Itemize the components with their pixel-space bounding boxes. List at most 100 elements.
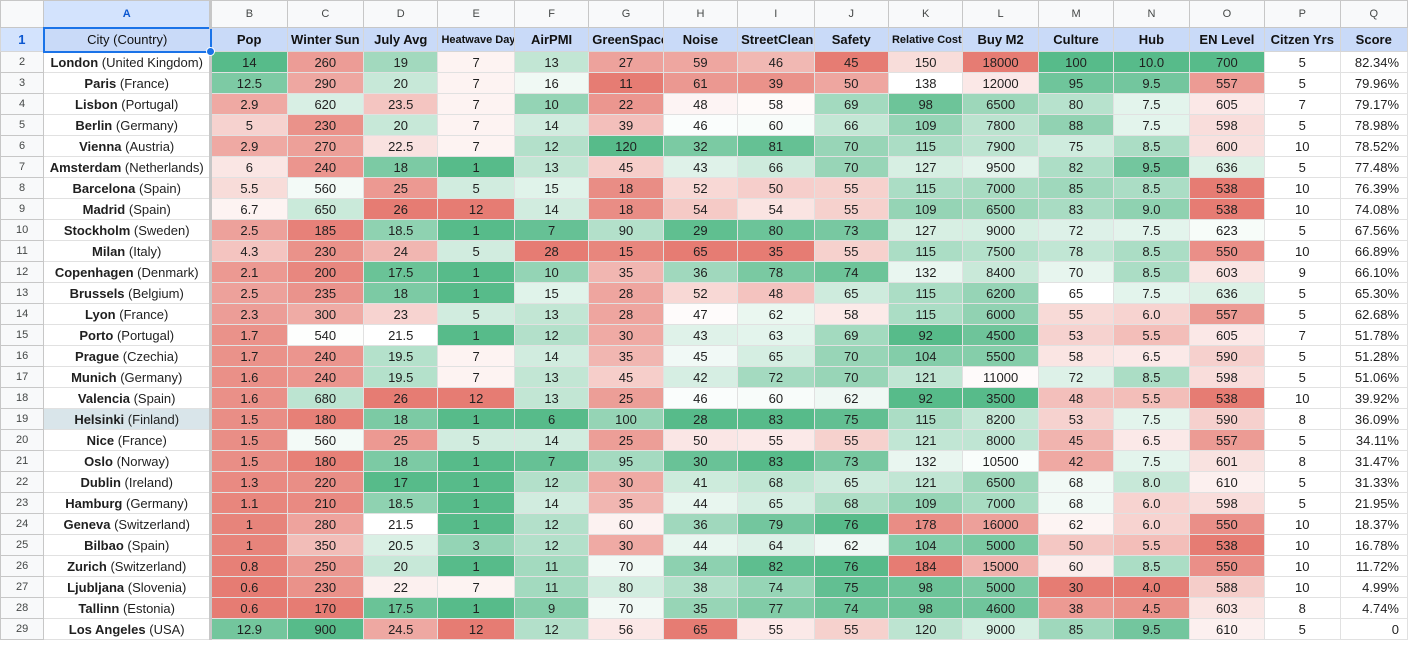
data-cell[interactable]: 92 [887,387,964,409]
header-cell[interactable]: Score [1339,27,1408,52]
data-cell[interactable]: 88 [1037,114,1115,136]
data-cell[interactable]: 1 [437,408,515,430]
data-cell[interactable]: 10 [1264,135,1341,157]
data-cell[interactable]: 2.3 [210,303,288,325]
data-cell[interactable]: 44 [662,534,739,556]
data-cell[interactable]: 54 [737,198,815,220]
data-cell[interactable]: 83 [1037,198,1115,220]
row-number[interactable]: 21 [0,450,45,472]
data-cell[interactable]: 4600 [962,597,1039,619]
data-cell[interactable]: 1 [437,450,515,472]
data-cell[interactable]: 127 [887,219,964,241]
data-cell[interactable]: 5 [1264,51,1341,73]
data-cell[interactable]: 22.5 [363,135,439,157]
data-cell[interactable]: 12 [513,135,590,157]
data-cell[interactable]: 34 [662,555,739,577]
data-cell[interactable]: 70 [813,366,889,388]
data-cell[interactable]: 65 [1037,282,1115,304]
header-cell[interactable]: Winter Sun [286,27,365,52]
data-cell[interactable]: 9.5 [1113,156,1190,178]
data-cell[interactable]: 5.5 [210,177,288,199]
data-cell[interactable]: 1.6 [210,387,288,409]
data-cell[interactable]: 150 [887,51,964,73]
data-cell[interactable]: 17 [363,471,439,493]
data-cell[interactable]: 620 [286,93,365,115]
row-number[interactable]: 5 [0,114,45,136]
data-cell[interactable]: 55 [1037,303,1115,325]
header-cell[interactable]: Buy M2 [962,27,1039,52]
data-cell[interactable]: 2.5 [210,282,288,304]
data-cell[interactable]: 24.5 [363,618,439,640]
data-cell[interactable]: 44 [662,492,739,514]
data-cell[interactable]: 80 [737,219,815,241]
data-cell[interactable]: 42 [662,366,739,388]
data-cell[interactable]: 5.5 [1113,534,1190,556]
row-number[interactable]: 7 [0,156,45,178]
data-cell[interactable]: 5500 [962,345,1039,367]
data-cell[interactable]: 115 [887,303,964,325]
data-cell[interactable]: 600 [1188,135,1266,157]
data-cell[interactable]: 65 [813,282,889,304]
data-cell[interactable]: 180 [286,450,365,472]
data-cell[interactable]: 23.5 [363,93,439,115]
data-cell[interactable]: 557 [1188,429,1266,451]
data-cell[interactable]: 538 [1188,387,1266,409]
data-cell[interactable]: 5 [1264,282,1341,304]
data-cell[interactable]: 7.5 [1113,219,1190,241]
row-number[interactable]: 25 [0,534,45,556]
data-cell[interactable]: 10 [1264,555,1341,577]
data-cell[interactable]: 650 [286,198,365,220]
data-cell[interactable]: 610 [1188,618,1266,640]
data-cell[interactable]: 700 [1188,51,1266,73]
data-cell[interactable]: 35 [737,240,815,262]
score-cell[interactable]: 67.56% [1339,219,1408,241]
data-cell[interactable]: 7.5 [1113,282,1190,304]
data-cell[interactable]: 1 [437,555,515,577]
data-cell[interactable]: 605 [1188,324,1266,346]
data-cell[interactable]: 24 [363,240,439,262]
data-cell[interactable]: 70 [813,135,889,157]
data-cell[interactable]: 52 [662,177,739,199]
header-cell[interactable]: Noise [662,27,739,52]
data-cell[interactable]: 100 [1037,51,1115,73]
data-cell[interactable]: 10 [1264,534,1341,556]
data-cell[interactable]: 70 [813,156,889,178]
data-cell[interactable]: 8.0 [1113,471,1190,493]
data-cell[interactable]: 95 [1037,72,1115,94]
data-cell[interactable]: 68 [1037,471,1115,493]
data-cell[interactable]: 60 [1037,555,1115,577]
data-cell[interactable]: 6000 [962,303,1039,325]
data-cell[interactable]: 82 [737,555,815,577]
header-cell[interactable]: GreenSpace [588,27,664,52]
city-cell[interactable]: Barcelona (Spain) [43,177,213,199]
data-cell[interactable]: 12 [437,198,515,220]
data-cell[interactable]: 48 [1037,387,1115,409]
data-cell[interactable]: 12 [513,618,590,640]
row-number[interactable]: 20 [0,429,45,451]
data-cell[interactable]: 115 [887,177,964,199]
data-cell[interactable]: 52 [662,282,739,304]
row-number[interactable]: 15 [0,324,45,346]
data-cell[interactable]: 8 [1264,408,1341,430]
data-cell[interactable]: 12 [437,618,515,640]
row-number[interactable]: 6 [0,135,45,157]
data-cell[interactable]: 2.5 [210,219,288,241]
data-cell[interactable]: 14 [513,198,590,220]
data-cell[interactable]: 5.5 [1113,324,1190,346]
data-cell[interactable]: 1 [437,156,515,178]
data-cell[interactable]: 540 [286,324,365,346]
data-cell[interactable]: 0.6 [210,576,288,598]
data-cell[interactable]: 1.1 [210,492,288,514]
data-cell[interactable]: 538 [1188,177,1266,199]
data-cell[interactable]: 538 [1188,534,1266,556]
data-cell[interactable]: 10 [513,261,590,283]
data-cell[interactable]: 43 [662,324,739,346]
data-cell[interactable]: 50 [1037,534,1115,556]
column-header-c[interactable]: C [286,0,365,28]
data-cell[interactable]: 680 [286,387,365,409]
header-cell[interactable]: Culture [1037,27,1115,52]
data-cell[interactable]: 7 [1264,93,1341,115]
score-cell[interactable]: 79.96% [1339,72,1408,94]
data-cell[interactable]: 270 [286,135,365,157]
city-cell[interactable]: Copenhagen (Denmark) [43,261,213,283]
